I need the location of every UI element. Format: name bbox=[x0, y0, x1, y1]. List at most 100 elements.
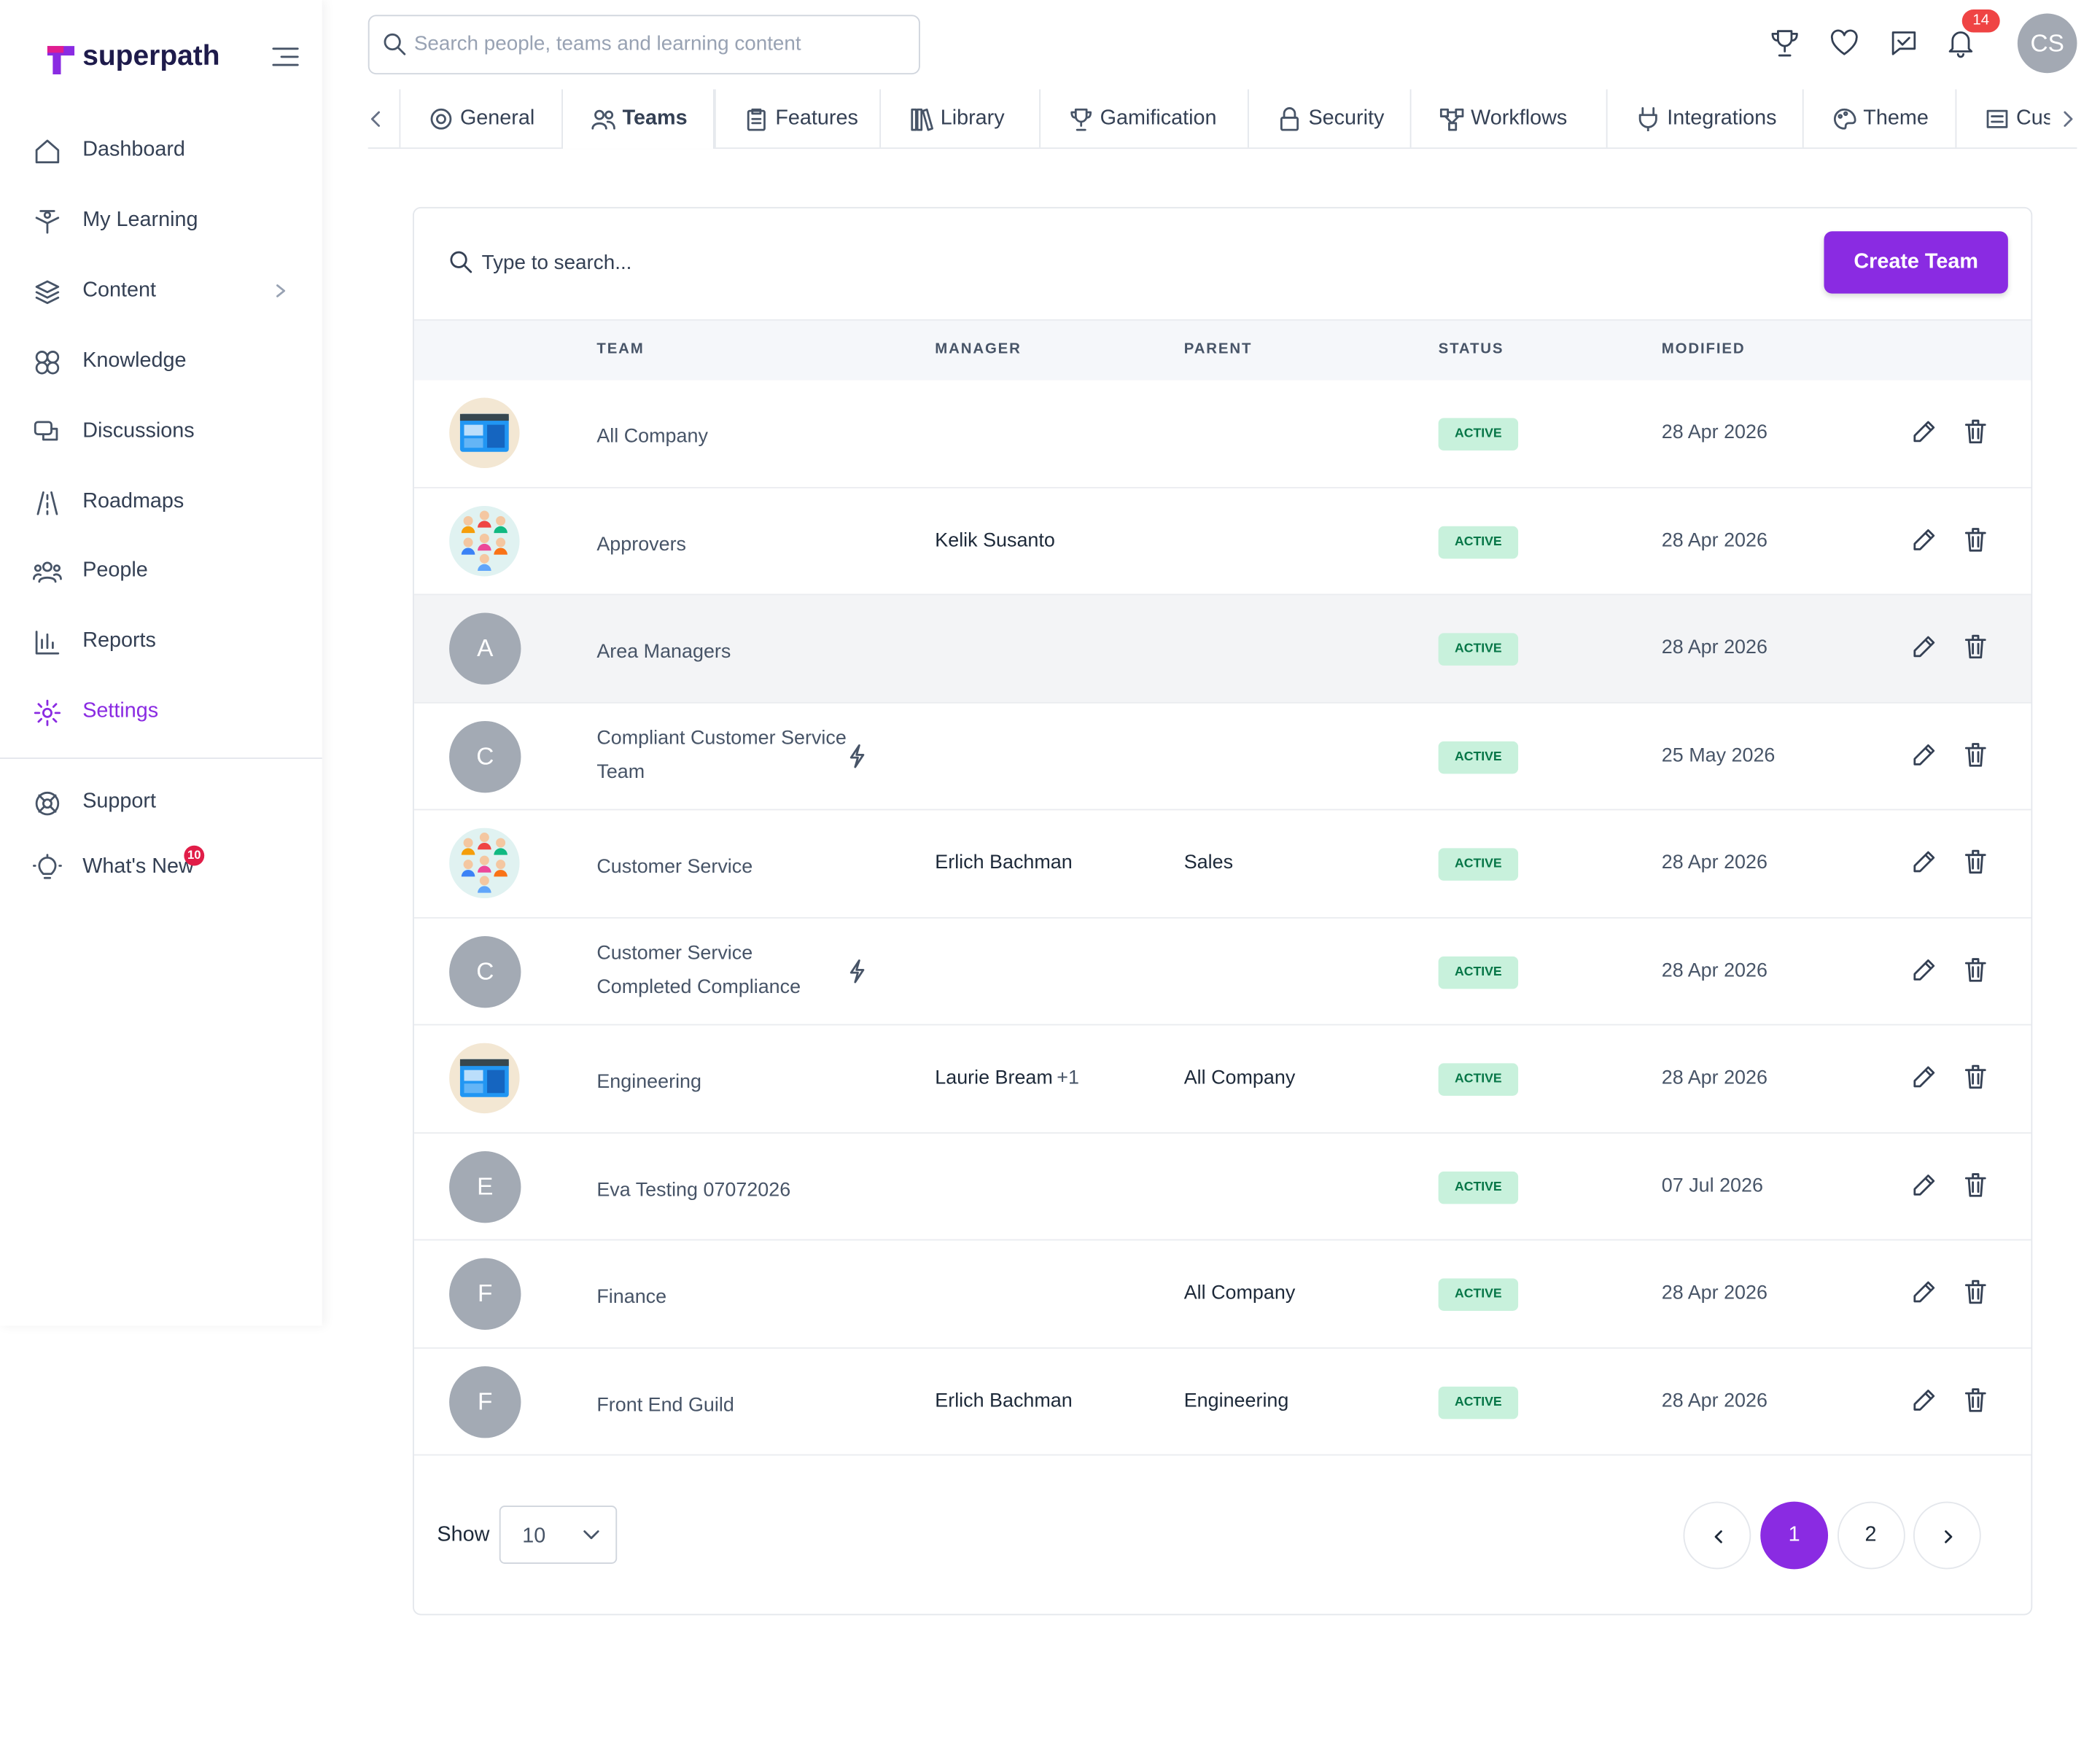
table-row[interactable]: C Compliant Customer Service Team ACTIVE 25… bbox=[413, 702, 2031, 811]
table-header bbox=[413, 319, 2031, 382]
nav-item[interactable]: People bbox=[0, 547, 322, 596]
tab[interactable]: Gamification bbox=[1039, 89, 1248, 148]
top-search[interactable]: Search people, teams and learning conten… bbox=[368, 15, 920, 75]
delete-button[interactable] bbox=[1962, 1063, 1989, 1090]
status-badge: ACTIVE bbox=[1438, 740, 1519, 774]
edit-button[interactable] bbox=[1910, 741, 1937, 768]
top-icon[interactable] bbox=[1945, 28, 1975, 58]
table-row[interactable]: F Front End Guild Erlich Bachman Engineerin… bbox=[413, 1348, 2031, 1456]
table-row[interactable]: All Company ACTIVE 28 Apr 2026 bbox=[413, 380, 2031, 488]
team-avatar: F bbox=[449, 1366, 521, 1438]
edit-button[interactable] bbox=[1910, 1171, 1937, 1198]
parent: All Company bbox=[1183, 1282, 1296, 1304]
delete-button[interactable] bbox=[1962, 1278, 1989, 1305]
edit-button[interactable] bbox=[1910, 633, 1937, 660]
tab[interactable]: Workflows bbox=[1409, 89, 1606, 148]
table-row[interactable]: C Customer Service Completed Compliance AC… bbox=[413, 917, 2031, 1026]
edit-button[interactable] bbox=[1910, 956, 1937, 983]
tab-next[interactable] bbox=[2059, 108, 2075, 130]
nav-item[interactable]: Dashboard bbox=[0, 126, 322, 175]
delete-button[interactable] bbox=[1962, 956, 1989, 983]
top-icon[interactable] bbox=[1829, 28, 1859, 58]
delete-button[interactable] bbox=[1962, 633, 1989, 660]
edit-button[interactable] bbox=[1910, 526, 1937, 553]
delete-button[interactable] bbox=[1962, 848, 1989, 875]
nav-label: Content bbox=[82, 278, 156, 302]
nav-label: Support bbox=[82, 790, 156, 814]
tab[interactable]: Cus bbox=[1955, 89, 2050, 148]
table-row[interactable]: Customer Service Erlich Bachman Sales ACTIV… bbox=[413, 810, 2031, 918]
edit-button[interactable] bbox=[1910, 1278, 1937, 1305]
nav-item[interactable]: Knowledge bbox=[0, 336, 322, 385]
page-number[interactable]: 2 bbox=[1837, 1501, 1905, 1570]
edit-button[interactable] bbox=[1910, 418, 1937, 445]
nav-item[interactable]: Settings bbox=[0, 688, 322, 736]
nav-icon bbox=[34, 420, 58, 440]
status-badge: ACTIVE bbox=[1438, 1385, 1519, 1419]
select-chevron bbox=[583, 1530, 599, 1540]
tab-label: Cus bbox=[2015, 106, 2050, 131]
top-icon[interactable] bbox=[1889, 28, 1919, 58]
parent: Sales bbox=[1183, 852, 1234, 874]
table-row[interactable]: A Area Managers ACTIVE 28 Apr 2026 bbox=[413, 595, 2031, 703]
team-name: All Company bbox=[596, 426, 708, 448]
status-badge: ACTIVE bbox=[1438, 1278, 1519, 1311]
tab[interactable]: Library bbox=[879, 89, 1040, 148]
sidebar: superpath Dashboard My Learning Content Know… bbox=[0, 0, 322, 1326]
team-avatar: C bbox=[449, 935, 521, 1008]
tab[interactable]: Teams bbox=[561, 89, 715, 149]
edit-button[interactable] bbox=[1910, 848, 1937, 875]
modified: 28 Apr 2026 bbox=[1661, 852, 1768, 874]
manager-extra: +1 bbox=[1057, 1067, 1080, 1089]
tab[interactable]: Security bbox=[1247, 89, 1410, 148]
delete-button[interactable] bbox=[1962, 741, 1989, 768]
tab[interactable]: Theme bbox=[1802, 89, 1956, 148]
user-avatar[interactable]: CS bbox=[2017, 13, 2077, 74]
edit-button[interactable] bbox=[1910, 1063, 1937, 1090]
notification-badge: 14 bbox=[1961, 9, 2000, 33]
team-name: Compliant Customer Service Team bbox=[596, 727, 847, 783]
nav-icon bbox=[35, 350, 60, 374]
status-badge: ACTIVE bbox=[1438, 848, 1519, 881]
team-avatar: C bbox=[449, 720, 521, 792]
tab-label: Integrations bbox=[1667, 106, 1777, 131]
nav-item[interactable]: Discussions bbox=[0, 407, 322, 456]
tab-icon bbox=[591, 109, 615, 130]
nav-item[interactable]: Reports bbox=[0, 618, 322, 666]
tab[interactable]: Integrations bbox=[1606, 89, 1802, 148]
delete-button[interactable] bbox=[1962, 1171, 1989, 1198]
menu-toggle[interactable] bbox=[271, 46, 300, 68]
delete-button[interactable] bbox=[1962, 1386, 1989, 1413]
table-row[interactable]: Approvers Kelik Susanto ACTIVE 28 Apr 2026 bbox=[413, 487, 2031, 596]
nav-icon bbox=[34, 700, 61, 727]
modified: 28 Apr 2026 bbox=[1661, 1282, 1768, 1304]
delete-button[interactable] bbox=[1962, 526, 1989, 553]
column-header: TEAM bbox=[596, 340, 645, 357]
top-icon[interactable] bbox=[1770, 28, 1800, 58]
team-avatar-image bbox=[449, 1043, 520, 1114]
table-row[interactable]: F Finance All Company ACTIVE 28 Apr 2026 bbox=[413, 1240, 2031, 1349]
edit-button[interactable] bbox=[1910, 1386, 1937, 1413]
page-prev[interactable] bbox=[1683, 1501, 1751, 1570]
status-badge: ACTIVE bbox=[1438, 955, 1519, 989]
page-size-select[interactable]: 10 bbox=[499, 1506, 618, 1564]
table-row[interactable]: E Eva Testing 07072026 ACTIVE 07 Jul 2026 bbox=[413, 1132, 2031, 1241]
nav-item[interactable]: My Learning bbox=[0, 196, 322, 245]
tab[interactable]: Features bbox=[714, 89, 880, 148]
nav-item[interactable]: Support bbox=[0, 778, 322, 827]
nav-item[interactable]: Roadmaps bbox=[0, 477, 322, 526]
page-next[interactable] bbox=[1913, 1501, 1981, 1570]
table-search-placeholder: Type to search... bbox=[481, 252, 632, 275]
nav-item[interactable]: What's New 10 bbox=[0, 843, 322, 892]
tab[interactable]: General bbox=[399, 89, 562, 148]
tab-prev[interactable] bbox=[368, 108, 384, 130]
team-avatar-image bbox=[449, 827, 520, 899]
manager: Erlich Bachman bbox=[935, 1390, 1073, 1412]
nav-item[interactable]: Content bbox=[0, 266, 322, 315]
create-team-button[interactable]: Create Team bbox=[1824, 231, 2008, 294]
delete-button[interactable] bbox=[1962, 418, 1989, 445]
table-search[interactable]: Type to search... bbox=[441, 238, 982, 287]
page-number[interactable]: 1 bbox=[1760, 1501, 1829, 1570]
table-row[interactable]: Engineering Laurie Bream +1 All Company ACTI… bbox=[413, 1025, 2031, 1133]
